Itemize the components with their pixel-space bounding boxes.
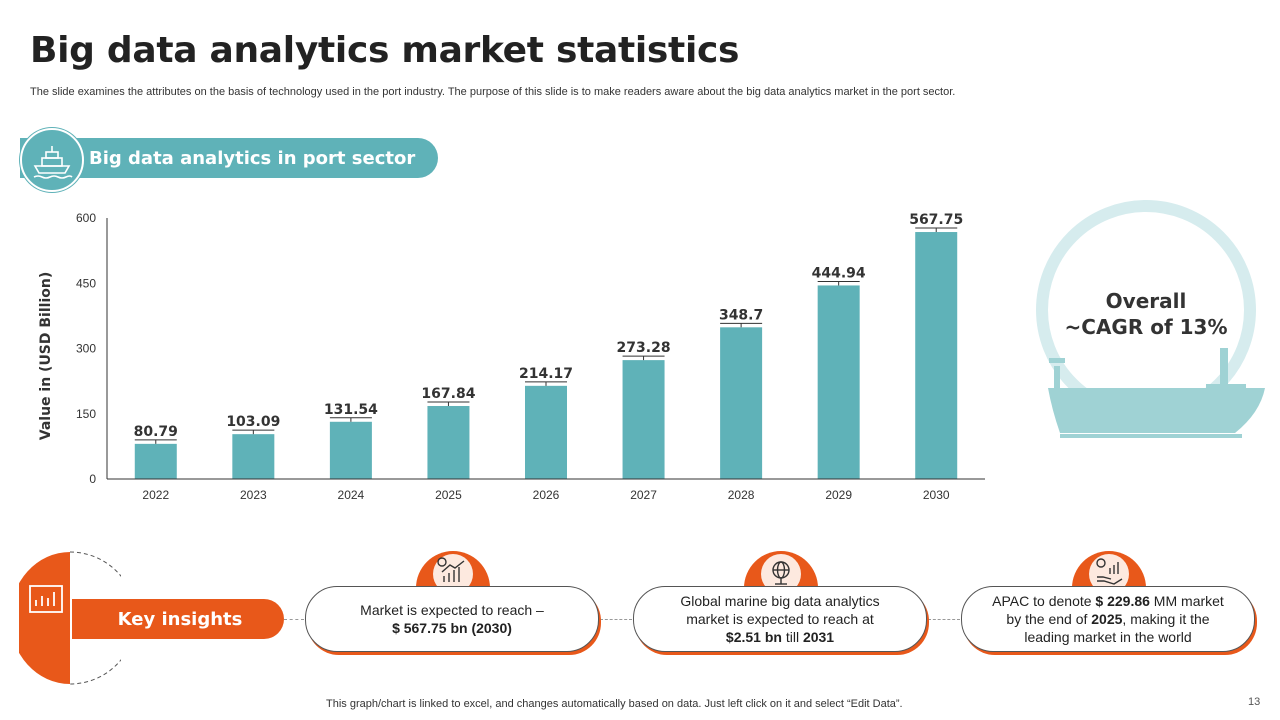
card2-year: 2031 [802,629,835,645]
x-tick-label: 2029 [825,488,852,502]
ship-circle-icon [1036,200,1265,438]
bar-chart: 0 150 300 450 600 80.79 103.09 131.54 167.84 214… [38,211,985,502]
x-tick-label: 2028 [728,488,755,502]
footer-note: This graph/chart is linked to excel, and… [326,698,903,710]
y-tick-label: 0 [89,472,96,486]
globe-icon [744,551,818,588]
card3-text-mid: MM market by the end of [1006,593,1224,627]
bar [720,327,763,479]
bar [622,360,665,479]
insight-card-2: Global marine big data analytics market … [633,586,927,652]
data-label: 214.17 [519,366,573,382]
y-tick-label: 600 [76,211,96,225]
insights-bar [72,599,284,639]
x-tick-label: 2022 [142,488,169,502]
data-label: 131.54 [324,402,378,418]
bar [427,405,470,479]
hand-money-icon [1072,551,1146,588]
x-tick-label: 2025 [435,488,462,502]
cagr-line1: Overall [1105,289,1187,313]
cargo-ship-icon [33,146,73,179]
x-tick-label: 2024 [338,488,365,502]
x-tick-label: 2026 [533,488,560,502]
chart-growth-icon [416,551,490,588]
analytics-icon [29,585,63,613]
card1-highlight: $ 567.75 bn (2030) [392,620,512,636]
bar [817,285,860,479]
bar [525,385,567,479]
card2-text: Global marine big data analytics market … [680,593,880,627]
card2-value: $2.51 bn [725,629,782,645]
page-number: 13 [1248,696,1261,708]
y-tick-label: 150 [76,407,96,421]
connector-line [600,619,632,620]
data-label: 567.75 [909,212,963,228]
insights-half-circle [19,551,121,685]
card3-year: 2025 [1091,611,1123,627]
cagr-line2: ~CAGR of 13% [1064,315,1228,339]
bar [134,443,177,479]
y-tick-label: 300 [76,342,96,356]
cagr-text: Overall ~CAGR of 13% [1046,288,1246,340]
ship-badge [20,128,84,192]
bars [134,227,958,479]
data-label: 80.79 [134,424,178,440]
bar [915,232,958,479]
card3-value: $ 229.86 [1095,593,1150,609]
x-axis: 2022 2023 2024 2025 2026 2027 2028 2029 2030 [107,478,985,502]
bar [329,421,372,479]
section-banner [20,138,438,178]
x-tick-label: 2027 [630,488,657,502]
section-title: Big data analytics in port sector [89,148,416,169]
connector-line [928,619,960,620]
slide-title: Big data analytics market statistics [30,30,740,71]
card3-text-end: , making it the leading market in the wo… [1024,611,1210,645]
value-labels: 80.79 103.09 131.54 167.84 214.17 273.28 348.7… [134,212,964,440]
insight-card-1: Market is expected to reach – $ 567.75 b… [305,586,599,652]
x-tick-label: 2023 [240,488,267,502]
data-label: 167.84 [421,386,475,402]
y-axis: 0 150 300 450 600 [76,211,108,486]
x-tick-label: 2030 [923,488,950,502]
data-label: 273.28 [617,340,671,356]
data-label: 444.94 [812,265,866,281]
insight-card-3: APAC to denote $ 229.86 MM market by the… [961,586,1255,652]
card3-text: APAC to denote [992,593,1096,609]
bar [232,434,275,479]
y-axis-title: Value in (USD Billion) [38,272,54,441]
insights-label: Key insights [117,609,243,630]
data-label: 103.09 [226,414,280,430]
y-tick-label: 450 [76,276,96,290]
cagr-graphic [1030,198,1270,448]
card2-text-mid: till [781,629,803,645]
connector-line [284,619,304,620]
data-label: 348.7 [719,307,763,323]
card1-text: Market is expected to reach – [360,602,544,618]
slide-subtitle: The slide examines the attributes on the… [30,86,956,98]
